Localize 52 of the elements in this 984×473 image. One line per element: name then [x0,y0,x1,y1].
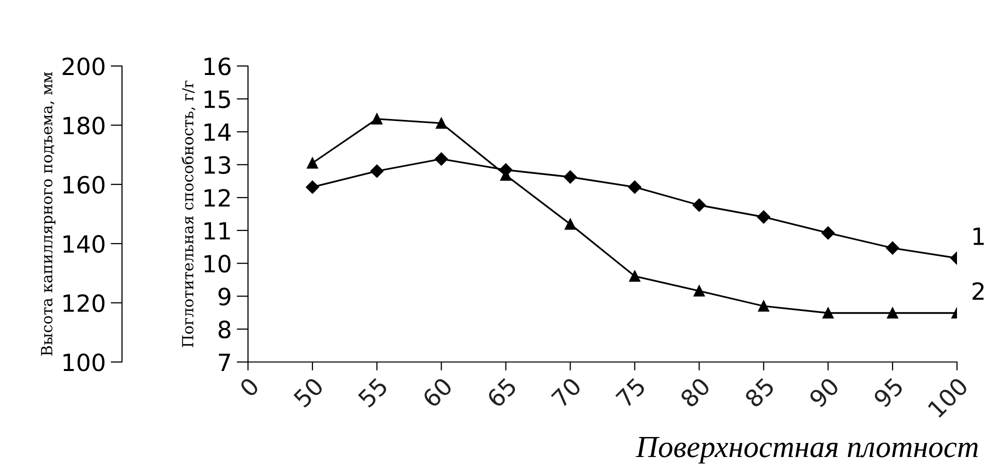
point [499,163,512,176]
point [306,157,318,169]
y-tick-label: 13 [204,156,230,174]
x-tick-label: 95 [872,376,904,408]
y2-tick-label: 180 [64,116,104,135]
y-tick-label: 11 [204,222,230,240]
point [886,241,900,255]
point [436,118,447,129]
y2-tick-label: 100 [64,353,104,372]
y-tick-label: 14 [204,124,231,141]
point [564,218,576,230]
point [822,226,835,240]
y-axis-title: Поглотительная способность, г/г [181,80,196,348]
y2-tick-label: 120 [64,294,104,312]
y2-tick-label: 140 [64,235,104,253]
y-tick-label: 12 [204,189,230,207]
series-label: 2 [972,282,984,300]
y-tick-label: 7 [218,354,230,371]
point [692,198,706,212]
y-tick-label: 8 [218,320,230,338]
x-tick-label: 50 [292,376,324,408]
x-tick-label: 100 [927,376,969,418]
x-tick-label: 60 [422,376,454,408]
x-tick-label: 55 [357,377,388,408]
point [434,152,448,166]
point [628,180,642,194]
x-tick-label: 90 [808,376,840,408]
point [694,285,705,297]
x-axis-title: Поверхностная плотност [636,437,978,464]
x-tick-label: 65 [486,376,518,408]
point [886,307,898,319]
x-tick-label: 0 [238,376,260,398]
y-tick-label: 10 [204,254,230,273]
point [758,300,770,312]
y2-tick-label: 160 [64,176,104,194]
x-tick-label: 70 [550,376,582,408]
y2-tick-label: 200 [62,57,104,76]
point [564,170,577,184]
series-label: 1 [973,228,984,245]
x-tick-label: 75 [615,377,646,408]
point [371,113,382,125]
point [822,307,834,319]
point [370,164,384,178]
x-tick-label: 80 [679,376,711,408]
point [757,210,770,224]
x-tick-label: 85 [744,376,776,408]
point [306,180,320,194]
y2-axis-title: Высота капиллярного подъема, мм [41,72,56,356]
point [629,270,640,282]
y-tick-label: 16 [204,57,231,76]
y-tick-label: 15 [204,90,230,108]
y-tick-label: 9 [218,288,230,306]
